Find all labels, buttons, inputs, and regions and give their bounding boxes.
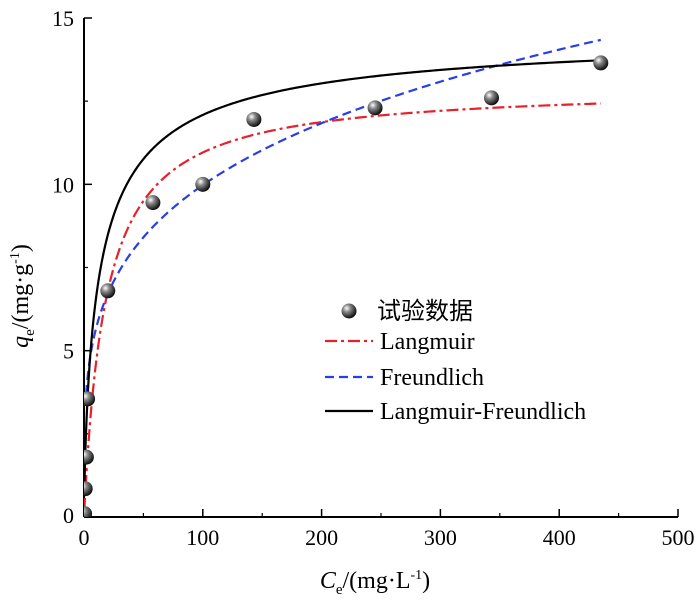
y-axis-unit-end: )	[8, 244, 34, 252]
x-axis-unit: /(mg·L	[343, 568, 411, 594]
data-point	[84, 449, 94, 465]
x-tick-label: 400	[543, 525, 576, 550]
legend-marker-experimental	[341, 303, 357, 319]
y-axis-sub: e	[22, 329, 38, 336]
data-point	[100, 283, 116, 299]
y-axis-var: q	[8, 336, 34, 348]
series-line-langmuir-freundlich	[84, 59, 601, 492]
y-tick-label: 15	[52, 6, 74, 31]
data-point	[84, 506, 93, 517]
x-axis-unit-sup: -1	[411, 568, 423, 583]
x-ticks: 0 100 200 300 400 500	[79, 509, 695, 550]
data-point	[84, 391, 96, 407]
axes	[83, 18, 678, 518]
data-point	[145, 195, 161, 211]
y-tick-label: 5	[63, 339, 74, 364]
y-tick-label-origin: 0	[63, 503, 74, 528]
x-tick-label: 500	[662, 525, 695, 550]
data-point	[195, 176, 211, 192]
data-point	[593, 55, 609, 71]
data-point	[483, 90, 499, 106]
legend-label-langmuir: Langmuir	[380, 329, 475, 355]
x-axis-unit-end: )	[422, 568, 430, 594]
x-axis-sub: e	[336, 582, 343, 598]
x-tick-label: 100	[186, 525, 219, 550]
legend-label-langmuir-freundlich: Langmuir-Freundlich	[380, 399, 586, 425]
series-line-langmuir	[84, 102, 601, 511]
x-tick-label: 300	[424, 525, 457, 550]
legend-label-freundlich: Freundlich	[380, 365, 484, 391]
y-ticks: 0 5 10 15	[52, 6, 92, 528]
y-axis-unit-sup: -1	[8, 252, 23, 264]
x-axis-var: C	[320, 568, 337, 594]
plot-area	[84, 38, 609, 517]
x-tick-label: 200	[305, 525, 338, 550]
data-point	[246, 111, 262, 127]
legend-label-experimental: 试验数据	[377, 298, 473, 325]
data-point	[84, 481, 93, 497]
y-axis-title: qe/(mg·g-1)	[8, 244, 38, 348]
data-point	[367, 100, 383, 116]
y-axis-unit: /(mg·g	[8, 264, 34, 329]
x-tick-label: 0	[79, 525, 90, 550]
legend: 试验数据 Langmuir Freundlich Langmuir-Freund…	[325, 298, 586, 425]
y-tick-label: 10	[52, 172, 74, 197]
x-axis-title: Ce/(mg·L-1)	[320, 568, 430, 598]
